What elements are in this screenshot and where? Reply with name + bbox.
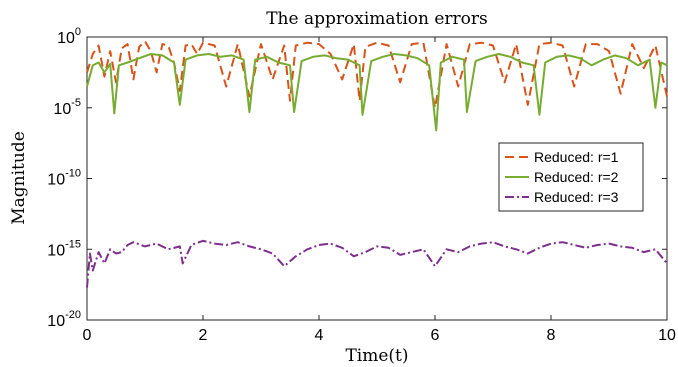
y-axis-label: Magnitude <box>9 131 29 225</box>
y-tick-label: 10-20 <box>47 309 81 330</box>
x-tick-label: 0 <box>83 327 92 344</box>
x-tick-label: 10 <box>658 327 676 344</box>
x-tick-label: 2 <box>199 327 208 344</box>
x-axis-label: Time(t) <box>345 346 408 366</box>
x-tick-label: 6 <box>431 327 440 344</box>
series-layer <box>86 40 668 288</box>
y-tick-label: 10-15 <box>47 238 81 259</box>
legend-label-3: Reduced: r=3 <box>534 189 619 205</box>
y-tick-label: 10-10 <box>47 168 81 189</box>
x-tick-label: 8 <box>547 327 556 344</box>
y-tick-label: 10-5 <box>53 97 81 118</box>
legend: Reduced: r=1 Reduced: r=2 Reduced: r=3 <box>498 142 644 212</box>
x-tick-label: 4 <box>315 327 324 344</box>
series-line-3 <box>86 239 668 288</box>
chart-title: The approximation errors <box>266 9 488 29</box>
legend-label-1: Reduced: r=1 <box>534 149 619 165</box>
series-line-2 <box>86 53 668 132</box>
series-line-1 <box>86 40 668 109</box>
y-tick-label: 100 <box>57 26 81 47</box>
axis-layer: 0 2 4 6 8 10 10-20 10-15 10-10 10-5 100 <box>47 26 676 344</box>
legend-label-2: Reduced: r=2 <box>534 169 619 185</box>
